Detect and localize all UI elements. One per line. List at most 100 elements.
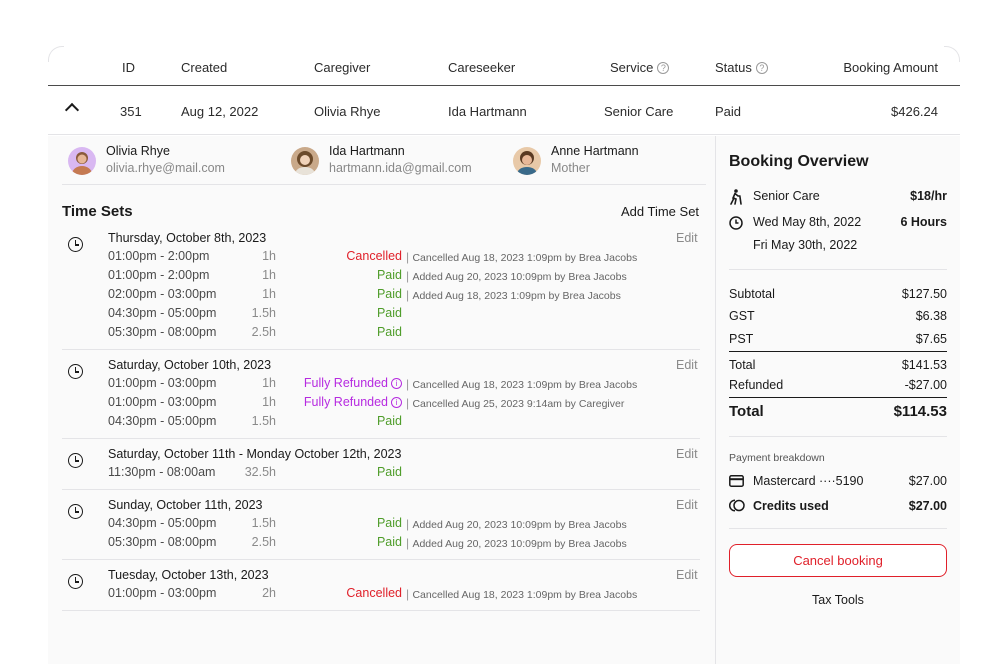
slot-duration: 32.5h [244, 465, 276, 479]
slot-note: Cancelled Aug 18, 2023 1:09pm by Brea Ja… [406, 377, 637, 391]
booking-details-panel: Olivia Rhye olivia.rhye@mail.com Ida Har… [48, 136, 715, 664]
info-icon[interactable]: i [391, 378, 402, 389]
divider [729, 397, 947, 398]
header-status: Status? [715, 60, 768, 75]
time-set-date: Thursday, October 8th, 2023 [108, 231, 267, 245]
edit-button[interactable]: Edit [676, 447, 698, 461]
time-slot: 04:30pm - 05:00pm 1.5h Paid [108, 306, 700, 325]
time-slot: 04:30pm - 05:00pm 1.5h Paid [108, 414, 700, 433]
slot-time: 01:00pm - 2:00pm [108, 268, 210, 282]
time-set-group: Saturday, October 11th - Monday October … [62, 447, 700, 490]
time-set-date: Tuesday, October 13th, 2023 [108, 568, 269, 582]
booking-overview-panel: Booking Overview Senior Care $18/hr Wed … [715, 136, 960, 664]
slot-note: Cancelled Aug 25, 2023 9:14am by Caregiv… [406, 396, 624, 410]
person-email: olivia.rhye@mail.com [106, 161, 225, 175]
divider [729, 351, 947, 352]
slot-duration: 1h [262, 376, 276, 390]
gst-value: $6.38 [915, 309, 947, 323]
slot-time: 01:00pm - 03:00pm [108, 586, 217, 600]
clock-icon [68, 504, 83, 519]
slot-note: Added Aug 20, 2023 10:09pm by Brea Jacob… [406, 536, 626, 550]
slot-status: Fully Refunded i [304, 376, 402, 390]
pst-label: PST [729, 332, 754, 346]
payment-label: Payment breakdown [729, 452, 825, 464]
slot-duration: 1.5h [251, 306, 276, 320]
time-slot: 01:00pm - 2:00pm 1h Cancelled Cancelled … [108, 249, 700, 268]
service-name: Senior Care [753, 189, 820, 203]
date-end: Fri May 30th, 2022 [753, 238, 858, 252]
cancel-booking-button[interactable]: Cancel booking [729, 544, 947, 577]
slot-duration: 2.5h [251, 535, 276, 549]
slot-duration: 2h [262, 586, 276, 600]
time-slot: 05:30pm - 08:00pm 2.5h Paid Added Aug 20… [108, 535, 700, 554]
time-set-date: Saturday, October 11th - Monday October … [108, 447, 402, 461]
info-icon[interactable]: i [391, 397, 402, 408]
person-name: Ida Hartmann [329, 144, 405, 158]
edit-button[interactable]: Edit [676, 231, 698, 245]
slot-status: Paid [376, 465, 402, 479]
person-relation: Mother [551, 161, 590, 175]
time-slot: 01:00pm - 2:00pm 1h Paid Added Aug 20, 2… [108, 268, 700, 287]
slot-status: Fully Refunded i [304, 395, 402, 409]
booking-careseeker: Ida Hartmann [448, 104, 527, 119]
person-name: Olivia Rhye [106, 144, 170, 158]
time-slot: 02:00pm - 03:00pm 1h Paid Added Aug 18, … [108, 287, 700, 306]
time-set-date: Saturday, October 10th, 2023 [108, 358, 272, 372]
chevron-up-icon[interactable] [64, 102, 80, 118]
grand-total-label: Total [729, 403, 764, 420]
credit-card-icon [729, 475, 744, 487]
booking-row[interactable]: 351 Aug 12, 2022 Olivia Rhye Ida Hartman… [48, 87, 960, 135]
credits-icon [729, 499, 745, 512]
time-set-group: Thursday, October 8th, 2023 Edit 01:00pm… [62, 231, 700, 350]
slot-note: Cancelled Aug 18, 2023 1:09pm by Brea Ja… [406, 250, 637, 264]
booking-created: Aug 12, 2022 [181, 104, 259, 119]
card-corner [48, 46, 64, 62]
date-start: Wed May 8th, 2022 [753, 215, 862, 229]
clock-icon [68, 364, 83, 379]
slot-duration: 2.5h [251, 325, 276, 339]
slot-time: 04:30pm - 05:00pm [108, 516, 217, 530]
slot-time: 04:30pm - 05:00pm [108, 414, 217, 428]
help-icon[interactable]: ? [755, 62, 768, 74]
time-slot: 11:30pm - 08:00am 32.5h Paid [108, 465, 700, 484]
slot-status: Paid [376, 414, 402, 428]
time-slot: 04:30pm - 05:00pm 1.5h Paid Added Aug 20… [108, 516, 700, 535]
overview-title: Booking Overview [729, 153, 869, 170]
slot-note: Added Aug 18, 2023 1:09pm by Brea Jacobs [406, 288, 620, 302]
slot-note: Added Aug 20, 2023 10:09pm by Brea Jacob… [406, 269, 626, 283]
card-amount: $27.00 [908, 474, 947, 488]
help-icon[interactable]: ? [657, 62, 670, 74]
hours: 6 Hours [900, 215, 947, 229]
avatar [291, 147, 319, 175]
service-rate: $18/hr [910, 189, 947, 203]
slot-note: Cancelled Aug 18, 2023 1:09pm by Brea Ja… [406, 587, 637, 601]
slot-note: Added Aug 20, 2023 10:09pm by Brea Jacob… [406, 517, 626, 531]
avatar [68, 147, 96, 175]
edit-button[interactable]: Edit [676, 568, 698, 582]
slot-status: Paid [376, 516, 402, 530]
slot-status: Paid [376, 287, 402, 301]
refunded-value: -$27.00 [904, 378, 947, 392]
booking-service: Senior Care [604, 104, 674, 119]
time-set-date: Sunday, October 11th, 2023 [108, 498, 263, 512]
header-id: ID [122, 60, 135, 75]
edit-button[interactable]: Edit [676, 358, 698, 372]
slot-time: 11:30pm - 08:00am [108, 465, 216, 479]
edit-button[interactable]: Edit [676, 498, 698, 512]
time-set-group: Saturday, October 10th, 2023 Edit 01:00p… [62, 358, 700, 439]
time-set-group: Sunday, October 11th, 2023 Edit 04:30pm … [62, 498, 700, 560]
header-created: Created [181, 60, 228, 75]
time-sets-title: Time Sets [62, 203, 133, 220]
add-time-set-button[interactable]: Add Time Set [621, 204, 700, 219]
clock-icon [68, 237, 83, 252]
slot-time: 02:00pm - 03:00pm [108, 287, 217, 301]
person-email: hartmann.ida@gmail.com [329, 161, 472, 175]
header-amount: Booking Amount [843, 60, 938, 75]
credits-amount: $27.00 [908, 499, 947, 513]
booking-amount: $426.24 [891, 104, 938, 119]
slot-duration: 1.5h [251, 414, 276, 428]
people-row: Olivia Rhye olivia.rhye@mail.com Ida Har… [62, 136, 706, 185]
tax-tools-link[interactable]: Tax Tools [812, 593, 864, 607]
slot-time: 01:00pm - 03:00pm [108, 376, 217, 390]
